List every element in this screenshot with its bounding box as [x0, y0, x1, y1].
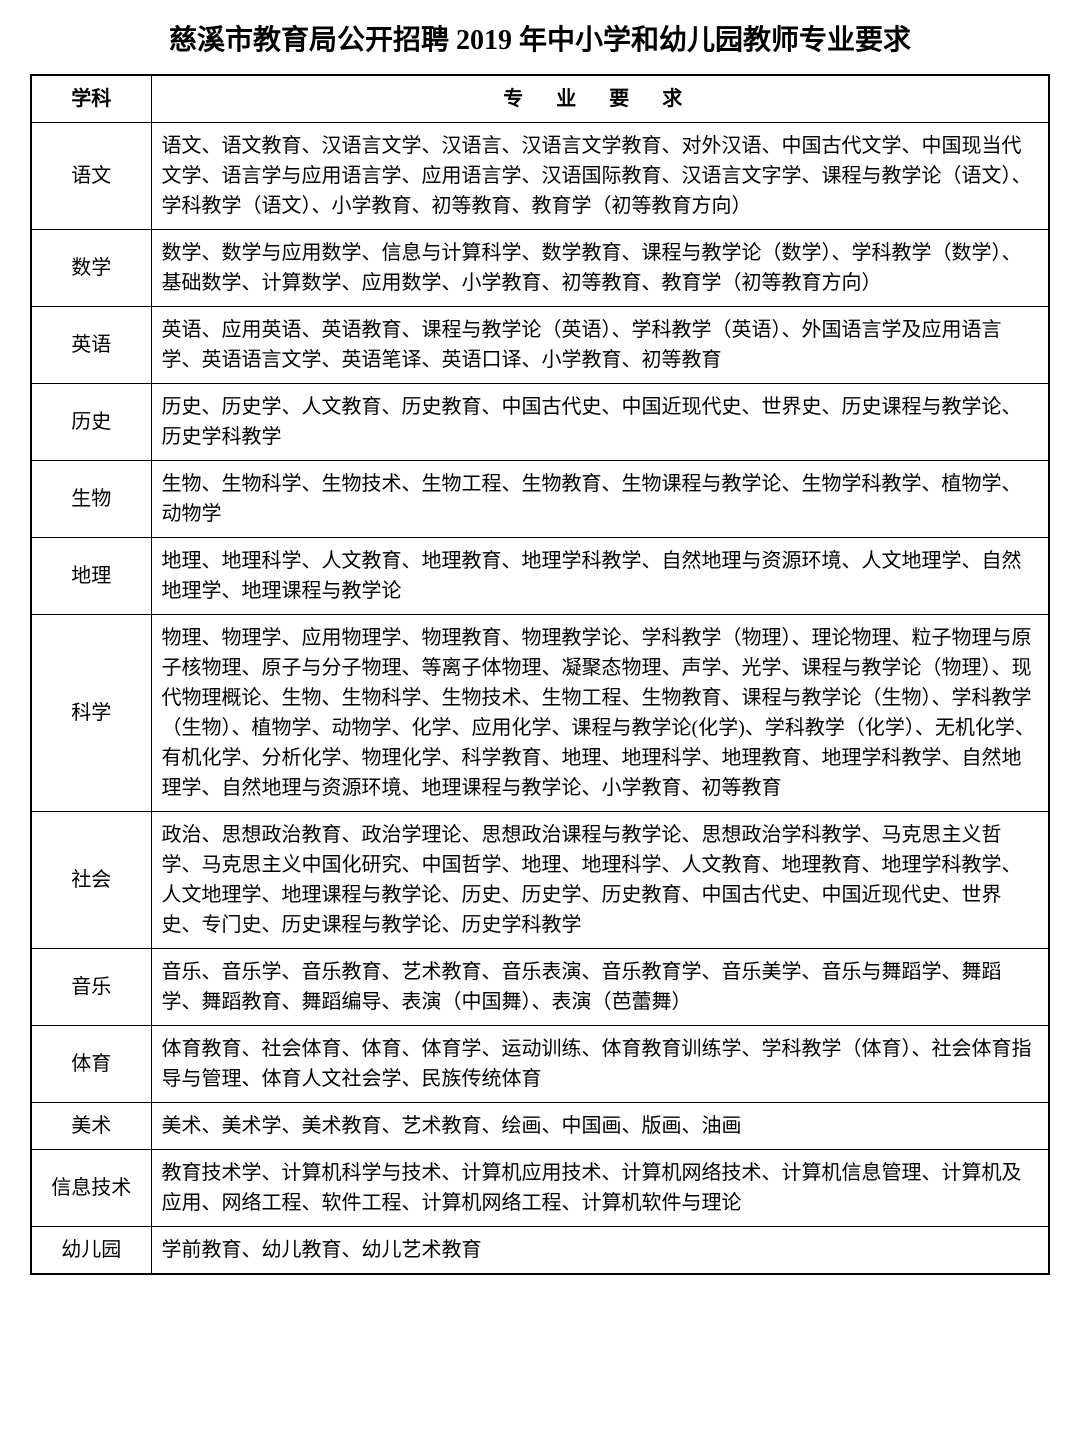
cell-subject: 地理 [31, 538, 151, 615]
table-row: 数学数学、数学与应用数学、信息与计算科学、数学教育、课程与教学论（数学）、学科教… [31, 230, 1049, 307]
table-row: 英语英语、应用英语、英语教育、课程与教学论（英语）、学科教学（英语）、外国语言学… [31, 307, 1049, 384]
table-row: 社会政治、思想政治教育、政治学理论、思想政治课程与教学论、思想政治学科教学、马克… [31, 812, 1049, 949]
table-row: 信息技术教育技术学、计算机科学与技术、计算机应用技术、计算机网络技术、计算机信息… [31, 1150, 1049, 1227]
cell-subject: 社会 [31, 812, 151, 949]
table-row: 地理地理、地理科学、人文教育、地理教育、地理学科教学、自然地理与资源环境、人文地… [31, 538, 1049, 615]
cell-requirement: 地理、地理科学、人文教育、地理教育、地理学科教学、自然地理与资源环境、人文地理学… [151, 538, 1049, 615]
cell-subject: 历史 [31, 384, 151, 461]
cell-requirement: 物理、物理学、应用物理学、物理教育、物理教学论、学科教学（物理）、理论物理、粒子… [151, 615, 1049, 812]
table-row: 生物生物、生物科学、生物技术、生物工程、生物教育、生物课程与教学论、生物学科教学… [31, 461, 1049, 538]
table-row: 美术美术、美术学、美术教育、艺术教育、绘画、中国画、版画、油画 [31, 1103, 1049, 1150]
cell-subject: 美术 [31, 1103, 151, 1150]
table-row: 科学物理、物理学、应用物理学、物理教育、物理教学论、学科教学（物理）、理论物理、… [31, 615, 1049, 812]
cell-subject: 英语 [31, 307, 151, 384]
table-row: 幼儿园学前教育、幼儿教育、幼儿艺术教育 [31, 1227, 1049, 1275]
cell-subject: 语文 [31, 123, 151, 230]
requirements-table: 学科 专 业 要 求 语文语文、语文教育、汉语言文学、汉语言、汉语言文学教育、对… [30, 74, 1050, 1275]
header-requirement: 专 业 要 求 [151, 75, 1049, 123]
cell-requirement: 体育教育、社会体育、体育、体育学、运动训练、体育教育训练学、学科教学（体育）、社… [151, 1026, 1049, 1103]
cell-requirement: 音乐、音乐学、音乐教育、艺术教育、音乐表演、音乐教育学、音乐美学、音乐与舞蹈学、… [151, 949, 1049, 1026]
table-row: 语文语文、语文教育、汉语言文学、汉语言、汉语言文学教育、对外汉语、中国古代文学、… [31, 123, 1049, 230]
cell-requirement: 教育技术学、计算机科学与技术、计算机应用技术、计算机网络技术、计算机信息管理、计… [151, 1150, 1049, 1227]
cell-requirement: 数学、数学与应用数学、信息与计算科学、数学教育、课程与教学论（数学）、学科教学（… [151, 230, 1049, 307]
cell-requirement: 英语、应用英语、英语教育、课程与教学论（英语）、学科教学（英语）、外国语言学及应… [151, 307, 1049, 384]
cell-subject: 音乐 [31, 949, 151, 1026]
cell-requirement: 语文、语文教育、汉语言文学、汉语言、汉语言文学教育、对外汉语、中国古代文学、中国… [151, 123, 1049, 230]
table-row: 音乐音乐、音乐学、音乐教育、艺术教育、音乐表演、音乐教育学、音乐美学、音乐与舞蹈… [31, 949, 1049, 1026]
cell-subject: 体育 [31, 1026, 151, 1103]
page-title: 慈溪市教育局公开招聘 2019 年中小学和幼儿园教师专业要求 [30, 20, 1050, 62]
table-header-row: 学科 专 业 要 求 [31, 75, 1049, 123]
cell-subject: 生物 [31, 461, 151, 538]
cell-requirement: 历史、历史学、人文教育、历史教育、中国古代史、中国近现代史、世界史、历史课程与教… [151, 384, 1049, 461]
cell-requirement: 美术、美术学、美术教育、艺术教育、绘画、中国画、版画、油画 [151, 1103, 1049, 1150]
header-subject: 学科 [31, 75, 151, 123]
cell-subject: 幼儿园 [31, 1227, 151, 1275]
cell-requirement: 政治、思想政治教育、政治学理论、思想政治课程与教学论、思想政治学科教学、马克思主… [151, 812, 1049, 949]
cell-subject: 信息技术 [31, 1150, 151, 1227]
table-row: 历史历史、历史学、人文教育、历史教育、中国古代史、中国近现代史、世界史、历史课程… [31, 384, 1049, 461]
cell-requirement: 生物、生物科学、生物技术、生物工程、生物教育、生物课程与教学论、生物学科教学、植… [151, 461, 1049, 538]
cell-requirement: 学前教育、幼儿教育、幼儿艺术教育 [151, 1227, 1049, 1275]
cell-subject: 数学 [31, 230, 151, 307]
cell-subject: 科学 [31, 615, 151, 812]
table-row: 体育体育教育、社会体育、体育、体育学、运动训练、体育教育训练学、学科教学（体育）… [31, 1026, 1049, 1103]
